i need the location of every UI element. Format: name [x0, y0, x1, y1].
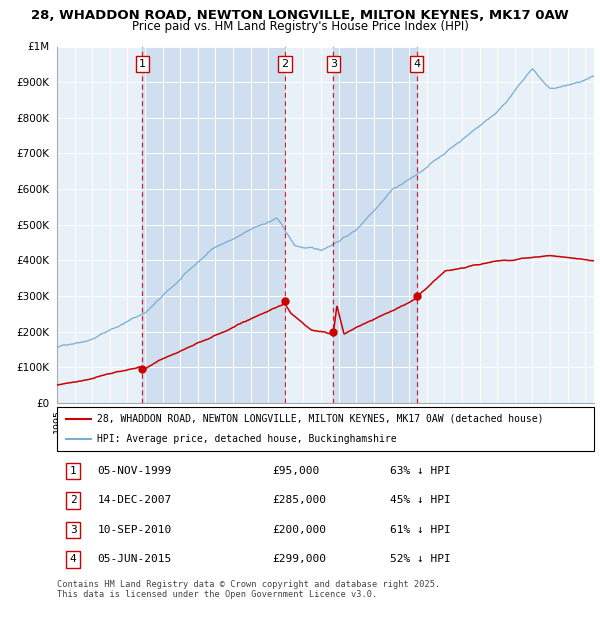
Text: 3: 3 — [330, 60, 337, 69]
Text: 2: 2 — [70, 495, 76, 505]
Text: 05-JUN-2015: 05-JUN-2015 — [97, 554, 172, 564]
Text: 28, WHADDON ROAD, NEWTON LONGVILLE, MILTON KEYNES, MK17 0AW: 28, WHADDON ROAD, NEWTON LONGVILLE, MILT… — [31, 9, 569, 22]
Text: 28, WHADDON ROAD, NEWTON LONGVILLE, MILTON KEYNES, MK17 0AW (detached house): 28, WHADDON ROAD, NEWTON LONGVILLE, MILT… — [97, 414, 544, 424]
Text: 45% ↓ HPI: 45% ↓ HPI — [390, 495, 451, 505]
Text: HPI: Average price, detached house, Buckinghamshire: HPI: Average price, detached house, Buck… — [97, 434, 397, 445]
Text: Contains HM Land Registry data © Crown copyright and database right 2025.
This d: Contains HM Land Registry data © Crown c… — [57, 580, 440, 599]
Text: 14-DEC-2007: 14-DEC-2007 — [97, 495, 172, 505]
Text: £200,000: £200,000 — [272, 525, 326, 535]
Text: £285,000: £285,000 — [272, 495, 326, 505]
Text: 61% ↓ HPI: 61% ↓ HPI — [390, 525, 451, 535]
Bar — [333, 46, 417, 403]
Text: 4: 4 — [70, 554, 76, 564]
Text: 05-NOV-1999: 05-NOV-1999 — [97, 466, 172, 476]
Text: 52% ↓ HPI: 52% ↓ HPI — [390, 554, 451, 564]
Text: 1: 1 — [139, 60, 146, 69]
Text: 1: 1 — [70, 466, 76, 476]
Text: 2: 2 — [281, 60, 289, 69]
Text: 63% ↓ HPI: 63% ↓ HPI — [390, 466, 451, 476]
Text: 10-SEP-2010: 10-SEP-2010 — [97, 525, 172, 535]
Text: 4: 4 — [413, 60, 420, 69]
Bar — [142, 46, 285, 403]
Text: Price paid vs. HM Land Registry's House Price Index (HPI): Price paid vs. HM Land Registry's House … — [131, 20, 469, 33]
Text: £95,000: £95,000 — [272, 466, 319, 476]
Text: £299,000: £299,000 — [272, 554, 326, 564]
Text: 3: 3 — [70, 525, 76, 535]
